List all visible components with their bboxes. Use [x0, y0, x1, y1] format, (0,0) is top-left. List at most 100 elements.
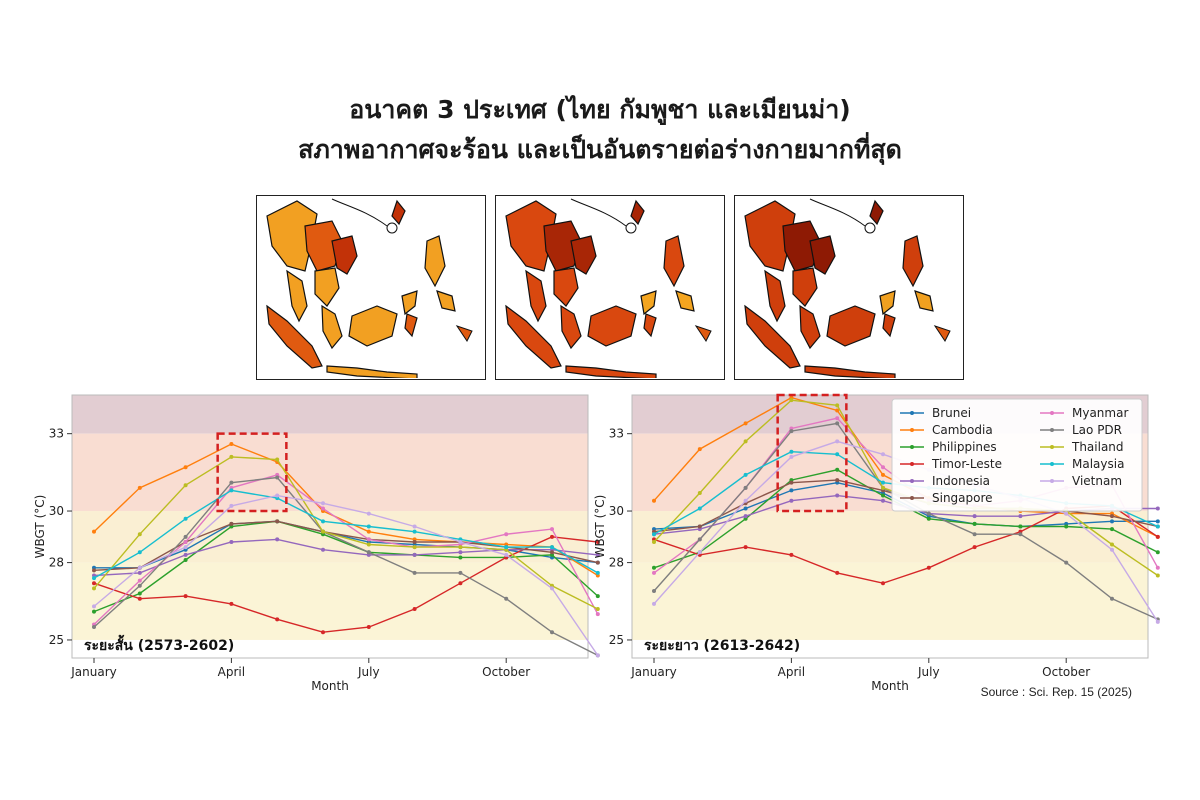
map-region	[744, 304, 801, 369]
short-x-tick-label: April	[218, 665, 245, 679]
map-region	[525, 269, 547, 323]
source-note: Source : Sci. Rep. 15 (2025)	[980, 685, 1132, 699]
long-data-point	[652, 498, 656, 503]
short-data-point	[137, 565, 142, 570]
long-data-point	[1110, 519, 1114, 524]
map-region	[809, 235, 836, 275]
short-data-point	[183, 483, 188, 488]
map-region	[505, 200, 557, 272]
long-data-point	[835, 452, 840, 457]
short-series-line-brunei	[94, 520, 598, 569]
map-region	[630, 199, 645, 226]
short-series-line-vietnam	[93, 494, 599, 656]
long-data-point	[789, 480, 794, 485]
short-risk-band	[72, 433, 588, 512]
long-data-point	[789, 429, 794, 434]
long-data-point	[743, 498, 748, 503]
map-region	[587, 305, 637, 347]
coastline	[864, 222, 876, 234]
long-data-point	[1018, 532, 1023, 537]
map-region	[879, 290, 896, 316]
short-x-axis-label: Month	[311, 679, 349, 693]
map-region	[640, 290, 657, 316]
long-data-point	[1155, 524, 1160, 529]
map-region	[326, 365, 418, 378]
map-region	[804, 365, 896, 378]
long-data-point	[972, 514, 977, 519]
short-data-point	[366, 537, 371, 542]
short-data-point	[137, 532, 142, 537]
short-data-point	[504, 545, 509, 550]
long-data-point	[652, 532, 656, 537]
short-data-point	[458, 581, 463, 586]
short-data-point	[137, 485, 142, 490]
long-data-point	[743, 514, 748, 519]
short-data-point	[550, 586, 554, 591]
short-data-point	[366, 550, 371, 555]
map-region	[792, 267, 818, 307]
short-data-point	[504, 552, 509, 557]
short-data-point	[137, 591, 142, 596]
map-panel-1	[256, 195, 486, 380]
short-highlight-box	[216, 432, 288, 513]
chart-short-term: 25 28 30 33 January April July October Month WBGT…	[30, 390, 605, 693]
long-data-point	[1018, 524, 1023, 529]
short-data-point	[595, 653, 600, 658]
long-legend-label: Lao PDR	[1072, 423, 1122, 437]
coastline	[625, 222, 637, 234]
short-series-line-indonesia	[93, 538, 598, 577]
long-data-point	[697, 506, 702, 511]
map-region	[266, 304, 323, 369]
map-region	[744, 200, 796, 272]
short-series-line-malaysia	[93, 489, 599, 579]
map-region	[286, 269, 308, 323]
map-region	[331, 235, 358, 275]
short-data-point	[458, 550, 463, 555]
short-data-point	[321, 501, 325, 506]
map-region	[914, 290, 934, 312]
long-legend-marker	[910, 496, 914, 500]
long-y-tick-label: 28	[609, 556, 624, 570]
short-data-point	[366, 529, 371, 534]
long-data-point	[697, 537, 702, 542]
short-x-tick-label: October	[482, 665, 530, 679]
short-data-point	[321, 630, 325, 635]
map-region	[643, 313, 657, 338]
long-data-point	[789, 454, 794, 459]
short-data-point	[92, 586, 96, 591]
map-region	[782, 220, 821, 272]
short-data-point	[366, 542, 371, 547]
short-data-point	[550, 630, 554, 635]
short-series-line-lao-pdr	[93, 476, 599, 657]
short-data-point	[595, 594, 600, 599]
short-data-point	[92, 609, 96, 614]
map-region	[933, 325, 951, 342]
map-region	[266, 200, 318, 272]
short-data-point	[458, 539, 463, 544]
map-panel-3	[734, 195, 964, 380]
short-data-point	[550, 534, 554, 539]
map-region	[424, 235, 446, 288]
long-data-point	[743, 545, 748, 550]
short-data-point	[92, 529, 96, 534]
long-risk-band	[632, 562, 1148, 640]
coastline	[809, 198, 866, 227]
short-y-tick-label: 28	[49, 556, 64, 570]
coastline	[570, 198, 627, 227]
long-data-point	[835, 493, 840, 498]
long-data-point	[652, 588, 656, 593]
short-data-point	[275, 617, 280, 622]
short-data-point	[412, 552, 417, 557]
short-data-point	[595, 539, 600, 544]
short-data-point	[321, 547, 325, 552]
short-series-line-thailand	[93, 456, 599, 610]
long-data-point	[835, 478, 840, 483]
coastline	[331, 198, 388, 227]
long-data-point	[881, 452, 885, 457]
short-data-point	[595, 570, 600, 575]
map-region	[694, 325, 712, 342]
short-data-point	[595, 560, 600, 565]
long-data-point	[881, 581, 885, 586]
short-data-point	[504, 596, 509, 601]
short-data-point	[137, 550, 142, 555]
